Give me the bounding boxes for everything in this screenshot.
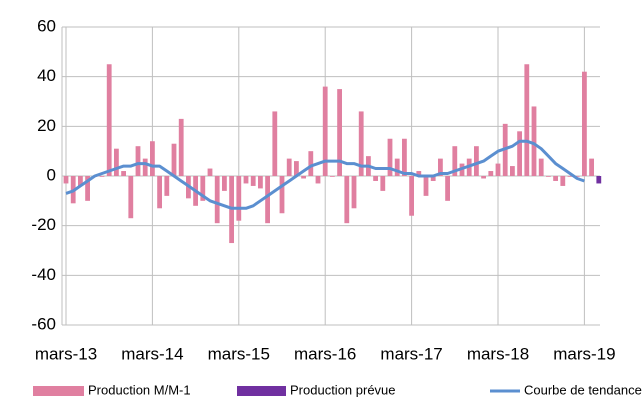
- x-tick-label: mars-19: [553, 344, 615, 363]
- bar: [157, 176, 162, 209]
- y-tick-label: -60: [31, 314, 56, 333]
- x-tick-label: mars-17: [380, 344, 442, 363]
- bar: [150, 141, 155, 176]
- bar: [121, 171, 126, 176]
- bar: [200, 176, 206, 201]
- bar: [430, 176, 436, 181]
- bar: [416, 171, 422, 176]
- bar: [265, 176, 270, 224]
- bar: [481, 176, 486, 179]
- bar: [582, 71, 587, 176]
- legend-label: Production M/M-1: [88, 382, 191, 397]
- bar: [114, 148, 119, 176]
- y-tick-label: 60: [37, 16, 56, 35]
- bar: [315, 176, 321, 184]
- bar: [524, 64, 530, 176]
- bar: [553, 176, 558, 181]
- bar: [517, 131, 522, 176]
- bar: [488, 171, 494, 176]
- bar: [589, 158, 594, 176]
- bar: [294, 161, 299, 176]
- bar: [337, 89, 342, 176]
- bar: [308, 151, 314, 176]
- x-tick-label: mars-15: [208, 344, 270, 363]
- bar: [546, 176, 551, 177]
- bar: [207, 168, 213, 176]
- bar: [258, 176, 263, 189]
- x-tick-label: mars-18: [467, 344, 529, 363]
- bar: [538, 158, 544, 176]
- bar: [250, 176, 256, 186]
- bar: [510, 166, 515, 176]
- bar: [351, 176, 357, 209]
- legend-label: Courbe de tendance: [524, 382, 642, 397]
- bar: [452, 146, 458, 176]
- bar: [409, 176, 414, 216]
- bar: [272, 111, 278, 176]
- bar: [596, 176, 602, 184]
- bar: [164, 176, 170, 196]
- bar: [243, 176, 249, 184]
- bar: [106, 64, 112, 176]
- bar: [171, 143, 177, 176]
- bar: [495, 163, 501, 176]
- bar: [560, 176, 566, 186]
- bar: [236, 176, 242, 221]
- bar: [286, 158, 292, 176]
- bar: [99, 176, 105, 177]
- bar: [394, 158, 400, 176]
- x-tick-label: mars-13: [35, 344, 97, 363]
- bar: [438, 158, 443, 176]
- y-tick-label: 0: [47, 165, 56, 184]
- bar: [301, 176, 306, 179]
- bar: [279, 176, 285, 214]
- bar: [128, 176, 134, 219]
- bar: [402, 138, 407, 176]
- bar: [178, 118, 184, 176]
- bar: [423, 176, 429, 196]
- legend-swatch: [33, 386, 84, 396]
- y-tick-label: 40: [37, 66, 56, 85]
- bar: [358, 111, 364, 176]
- bar: [78, 176, 83, 186]
- bar: [387, 138, 393, 176]
- bar: [567, 176, 573, 177]
- trend-line: [65, 139, 585, 210]
- y-tick-label: 20: [37, 116, 56, 135]
- legend-swatch: [237, 386, 286, 396]
- bar: [135, 146, 141, 176]
- legend-label: Production prévue: [290, 382, 396, 397]
- bar: [330, 176, 335, 177]
- bar: [344, 176, 350, 224]
- bar: [531, 106, 537, 176]
- y-tick-label: -20: [31, 215, 56, 234]
- bar: [574, 176, 580, 177]
- bar: [222, 176, 227, 191]
- bar: [214, 176, 220, 224]
- bar: [322, 86, 328, 176]
- bar: [445, 176, 450, 201]
- bar: [474, 146, 479, 176]
- x-tick-label: mars-14: [121, 344, 183, 363]
- bar: [373, 176, 378, 181]
- bar: [380, 176, 386, 191]
- bar: [63, 176, 69, 184]
- bar: [142, 158, 148, 176]
- y-tick-label: -40: [31, 265, 56, 284]
- x-tick-label: mars-16: [294, 344, 356, 363]
- bar: [85, 176, 90, 201]
